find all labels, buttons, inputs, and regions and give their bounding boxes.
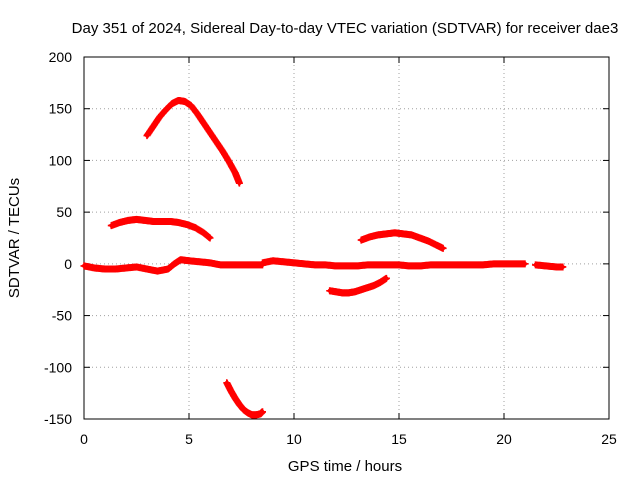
data-point <box>559 263 567 271</box>
x-tick-label: 5 <box>185 431 193 447</box>
plot-frame <box>83 56 610 420</box>
series-arc-mid-right <box>357 229 447 252</box>
series-arc-neg-right <box>326 274 390 297</box>
chart-title: Day 351 of 2024, Sidereal Day-to-day VTE… <box>72 20 619 37</box>
y-tick-label: 200 <box>49 49 73 65</box>
series-arc-upper <box>143 96 243 187</box>
y-axis-label: SDTVAR / TECUs <box>6 178 23 298</box>
x-tick-label: 0 <box>80 431 88 447</box>
data-point <box>206 234 214 242</box>
series-arc-mid-left <box>107 215 214 242</box>
y-tick-label: -150 <box>44 411 72 427</box>
data-point <box>259 408 266 416</box>
y-tick-label: 100 <box>49 152 73 168</box>
x-tick-label: 15 <box>391 431 407 447</box>
y-tick-label: -100 <box>44 359 72 375</box>
y-tick-label: 150 <box>49 101 73 117</box>
data-point <box>235 179 243 187</box>
y-tick-label: 50 <box>56 204 72 220</box>
data-point <box>439 244 447 252</box>
data-point <box>521 260 529 268</box>
y-tick-label: -50 <box>52 308 72 324</box>
data-point <box>382 274 390 282</box>
series-arc-baseline-1 <box>80 256 266 275</box>
series-arc-baseline-2 <box>259 257 529 270</box>
axes: 0 5 10 15 20 25 -150 -100 -50 0 50 100 150 200 <box>44 49 617 447</box>
series-arc-baseline-3 <box>532 261 567 271</box>
x-tick-label: 25 <box>601 431 617 447</box>
y-tick-label: 0 <box>64 256 72 272</box>
grid <box>84 57 609 419</box>
x-tick-label: 20 <box>496 431 512 447</box>
x-axis-label: GPS time / hours <box>288 458 402 475</box>
data-points <box>80 96 567 419</box>
x-tick-label: 10 <box>286 431 302 447</box>
series-arc-low <box>223 379 266 419</box>
